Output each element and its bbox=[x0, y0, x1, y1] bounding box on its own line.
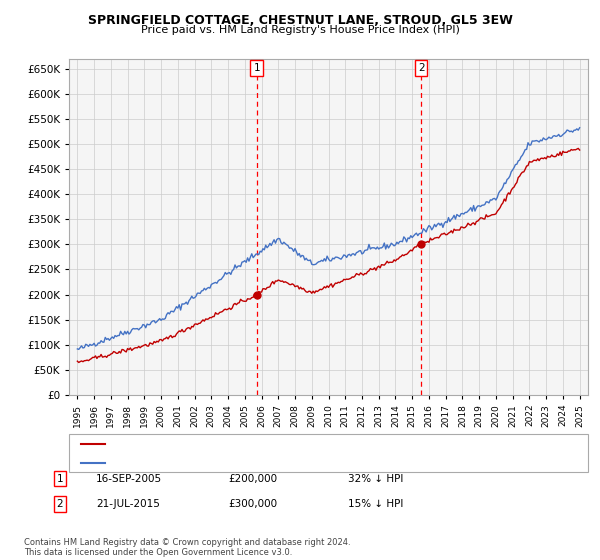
Text: Price paid vs. HM Land Registry's House Price Index (HPI): Price paid vs. HM Land Registry's House … bbox=[140, 25, 460, 35]
Text: 21-JUL-2015: 21-JUL-2015 bbox=[96, 499, 160, 509]
Text: 15% ↓ HPI: 15% ↓ HPI bbox=[348, 499, 403, 509]
Text: 2: 2 bbox=[56, 499, 64, 509]
Text: Contains HM Land Registry data © Crown copyright and database right 2024.
This d: Contains HM Land Registry data © Crown c… bbox=[24, 538, 350, 557]
Text: 16-SEP-2005: 16-SEP-2005 bbox=[96, 474, 162, 484]
Text: £300,000: £300,000 bbox=[228, 499, 277, 509]
Text: SPRINGFIELD COTTAGE, CHESTNUT LANE, STROUD, GL5 3EW: SPRINGFIELD COTTAGE, CHESTNUT LANE, STRO… bbox=[88, 14, 512, 27]
Text: 1: 1 bbox=[56, 474, 64, 484]
Text: 1: 1 bbox=[253, 63, 260, 73]
Text: SPRINGFIELD COTTAGE, CHESTNUT LANE, STROUD, GL5 3EW (detached house): SPRINGFIELD COTTAGE, CHESTNUT LANE, STRO… bbox=[112, 440, 488, 449]
Text: £200,000: £200,000 bbox=[228, 474, 277, 484]
Text: 32% ↓ HPI: 32% ↓ HPI bbox=[348, 474, 403, 484]
Text: HPI: Average price, detached house, Stroud: HPI: Average price, detached house, Stro… bbox=[112, 459, 319, 468]
Text: 2: 2 bbox=[418, 63, 425, 73]
